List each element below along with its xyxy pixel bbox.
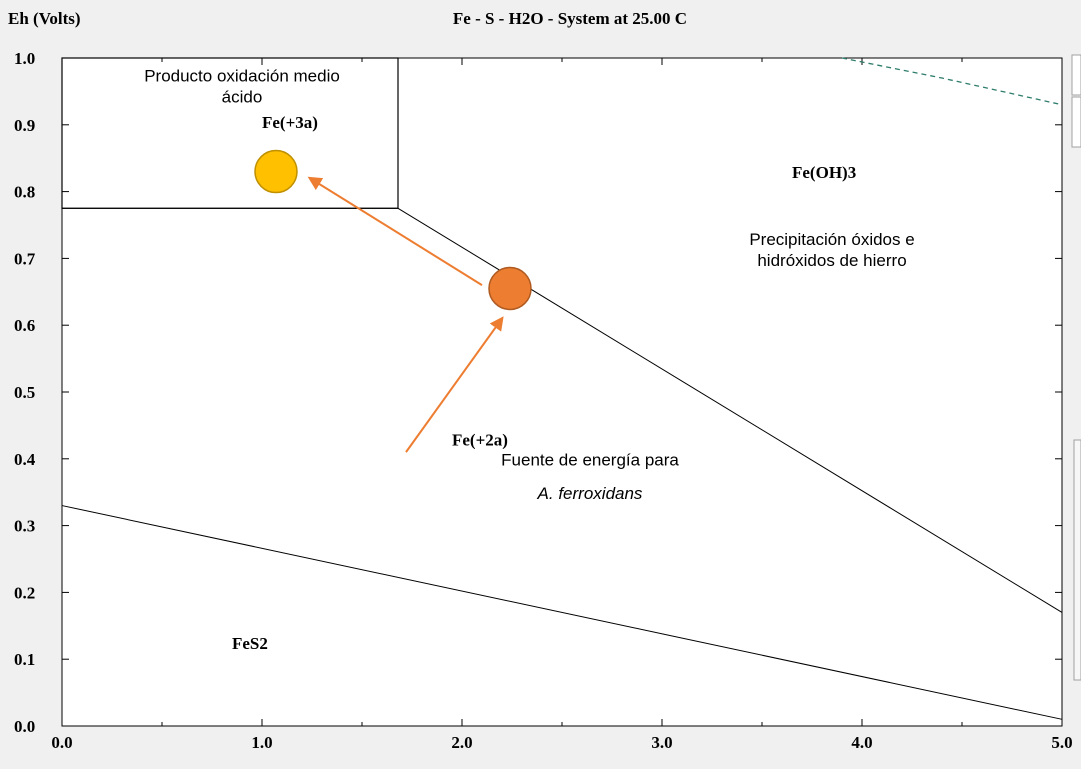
state-marker	[254, 149, 298, 194]
y-tick-label: 0.8	[14, 183, 35, 202]
reaction-arrow	[405, 316, 504, 453]
x-tick-label: 1.0	[251, 733, 272, 752]
annotation-text: Fuente de energía para	[501, 450, 679, 469]
chart-title: Fe - S - H2O - System at 25.00 C	[453, 9, 687, 28]
markers	[254, 149, 532, 311]
y-tick-label: 0.7	[14, 249, 36, 268]
region-label: FeS2	[232, 634, 268, 653]
y-tick-label: 0.6	[14, 316, 35, 335]
y-tick-label: 0.4	[14, 450, 36, 469]
y-tick-label: 0.9	[14, 116, 35, 135]
x-tick-label: 0.0	[51, 733, 72, 752]
plot-area	[61, 57, 1063, 727]
x-tick-label: 3.0	[651, 733, 672, 752]
annotation-line: Precipitación óxidos e	[749, 230, 914, 249]
region-label: Fe(+2a)	[452, 430, 508, 449]
y-tick-label: 0.1	[14, 650, 35, 669]
x-tick-label: 5.0	[1051, 733, 1072, 752]
state-marker	[488, 266, 532, 311]
region-label: Fe(+3a)	[262, 113, 318, 132]
annotation-line: Producto oxidación medio	[144, 66, 340, 85]
y-tick-label: 0.5	[14, 383, 35, 402]
annotation-line: hidróxidos de hierro	[757, 251, 906, 270]
annotations: Producto oxidación medio ácido Precipitaci…	[144, 66, 915, 503]
water-limit-line	[841, 57, 1063, 106]
x-tick-label: 4.0	[851, 733, 872, 752]
annotation-line: Fuente de energía para	[501, 450, 679, 469]
annotation-box	[61, 57, 399, 209]
x-tick-label: 2.0	[451, 733, 472, 752]
y-tick-label: 0.0	[14, 717, 35, 736]
side-panel-button[interactable]	[1071, 54, 1081, 96]
y-tick-label: 0.2	[14, 583, 35, 602]
y-tick-label: 1.0	[14, 49, 35, 68]
region-label: Fe(OH)3	[792, 163, 856, 182]
annotation-text: Producto oxidación medio ácido	[144, 66, 340, 106]
annotation-line: ácido	[222, 87, 263, 106]
side-panel-button[interactable]	[1071, 96, 1081, 148]
side-panel	[1073, 439, 1081, 681]
annotation-text: A. ferroxidans	[537, 484, 643, 503]
y-axis-label: Eh (Volts)	[8, 9, 81, 28]
region-labels: Fe(+3a) Fe(OH)3 Fe(+2a) FeS2	[232, 113, 856, 653]
phase-boundary-line	[61, 505, 1063, 720]
reaction-arrows	[307, 176, 504, 453]
reaction-arrow	[307, 176, 483, 286]
axis-ticks: 0.0 1.0 2.0 3.0 4.0 5.0 0.0 0.1 0.2 0.3 0.4 0.5 0.6 0…	[14, 49, 1073, 752]
annotation-text: Precipitación óxidos e hidróxidos de hier…	[749, 230, 914, 270]
annotation-box-rect	[61, 57, 399, 209]
annotation-line: A. ferroxidans	[537, 484, 643, 503]
y-tick-label: 0.3	[14, 517, 35, 536]
